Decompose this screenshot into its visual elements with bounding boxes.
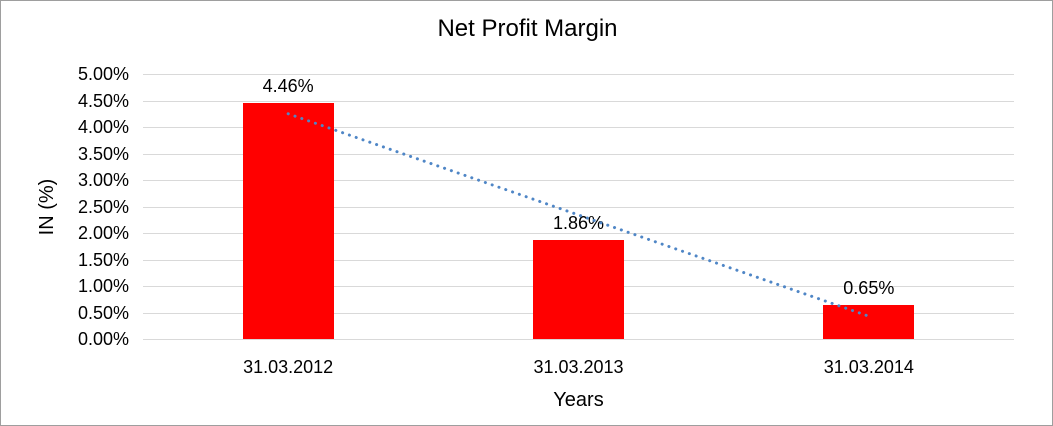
bar-data-label: 1.86% — [552, 213, 605, 234]
x-axis-category-label: 31.03.2013 — [533, 357, 624, 377]
y-axis-tick-label: 1.00% — [77, 276, 129, 296]
x-axis-category-label: 31.03.2014 — [823, 357, 914, 377]
y-axis-tick-label: 3.50% — [77, 143, 129, 164]
y-axis-tick-label: 5.00% — [77, 64, 129, 84]
y-axis-tick-label: 2.00% — [77, 223, 129, 243]
chart-title: Net Profit Margin — [437, 15, 618, 42]
gridline — [143, 74, 1014, 75]
y-axis-tick-label: 1.50% — [77, 249, 129, 270]
y-axis-tick-label: 3.00% — [77, 170, 129, 190]
bar-data-label: 4.46% — [262, 75, 314, 96]
x-axis-title: Years — [553, 389, 604, 411]
gridline — [143, 101, 1014, 102]
bar-data-label: 0.65% — [843, 277, 895, 298]
bar — [533, 240, 624, 339]
x-axis-category-label: 31.03.2012 — [243, 357, 334, 377]
y-axis-tick-label: 0.00% — [77, 329, 129, 349]
y-axis-tick-label: 0.50% — [77, 302, 129, 323]
gridline — [143, 339, 1014, 340]
bar — [823, 304, 915, 339]
y-axis-tick-label: 2.50% — [77, 196, 129, 217]
bar — [242, 102, 334, 339]
y-axis-tick-label: 4.50% — [77, 90, 129, 111]
y-axis-tick-label: 4.00% — [77, 117, 129, 137]
